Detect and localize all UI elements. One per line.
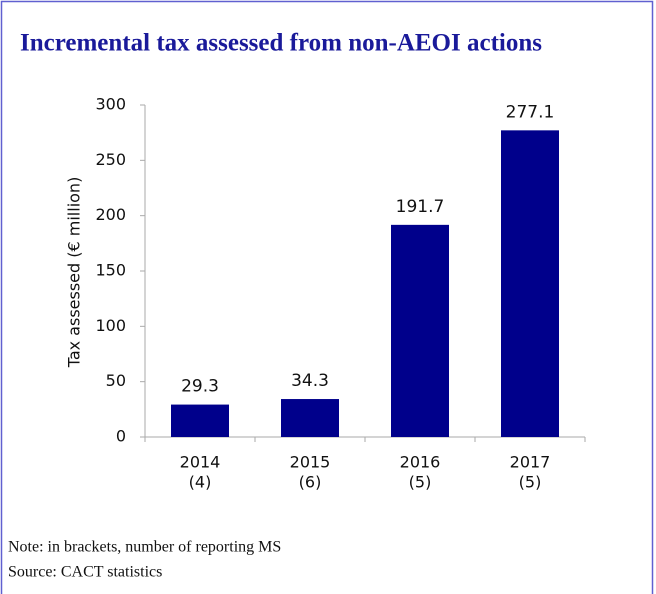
data-label: 29.3 — [181, 377, 219, 397]
bar — [281, 399, 339, 437]
y-axis-label: Tax assessed (€ million) — [65, 177, 84, 369]
y-tick-label: 0 — [116, 427, 126, 446]
y-tick-label: 200 — [95, 205, 126, 224]
note: Note: in brackets, number of reporting M… — [8, 539, 281, 556]
x-tick-label: 2015 — [290, 453, 331, 472]
x-tick-label: 2017 — [510, 453, 551, 472]
x-tick-label: (6) — [299, 473, 322, 492]
data-label: 34.3 — [291, 371, 329, 391]
bar — [171, 404, 229, 437]
note: Source: CACT statistics — [8, 564, 162, 581]
x-tick-label: 2014 — [180, 453, 221, 472]
y-tick-label: 150 — [95, 261, 126, 280]
bar — [501, 130, 559, 438]
bar — [391, 224, 449, 437]
x-tick-label: (4) — [189, 473, 212, 492]
x-tick-label: 2016 — [400, 453, 441, 472]
y-tick-label: 50 — [106, 371, 126, 390]
x-tick-label: (5) — [519, 473, 542, 492]
y-tick-label: 300 — [95, 95, 126, 114]
data-label: 191.7 — [396, 197, 445, 217]
y-tick-label: 100 — [95, 316, 126, 335]
data-label: 277.1 — [506, 102, 555, 122]
x-tick-label: (5) — [409, 473, 432, 492]
chart-title: Incremental tax assessed from non-AEOI a… — [20, 30, 542, 57]
y-tick-label: 250 — [95, 150, 126, 169]
